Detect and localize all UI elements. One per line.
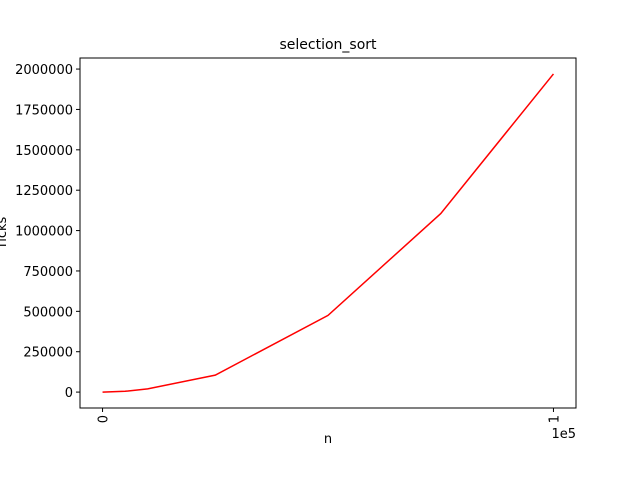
y-tick-label: 500000	[23, 305, 73, 320]
y-tick-label: 1750000	[15, 103, 73, 118]
y-tick-label: 0	[65, 386, 73, 401]
y-tick-label: 1250000	[15, 184, 73, 199]
y-tick-label: 1500000	[15, 144, 73, 159]
y-tick-label: 2000000	[15, 63, 73, 78]
data-line	[102, 73, 555, 393]
chart-title: selection_sort	[279, 37, 377, 53]
x-tick-label: 0	[97, 415, 112, 423]
y-tick-label: 750000	[23, 265, 73, 280]
x-tick-label: 1	[547, 415, 562, 423]
axes-frame	[79, 57, 577, 409]
y-axis-label: Ticks	[0, 216, 10, 250]
y-tick-label: 1000000	[15, 225, 73, 240]
x-axis-label: n	[324, 432, 332, 447]
x-offset-text: 1e5	[551, 427, 576, 442]
y-tick-label: 250000	[23, 346, 73, 361]
